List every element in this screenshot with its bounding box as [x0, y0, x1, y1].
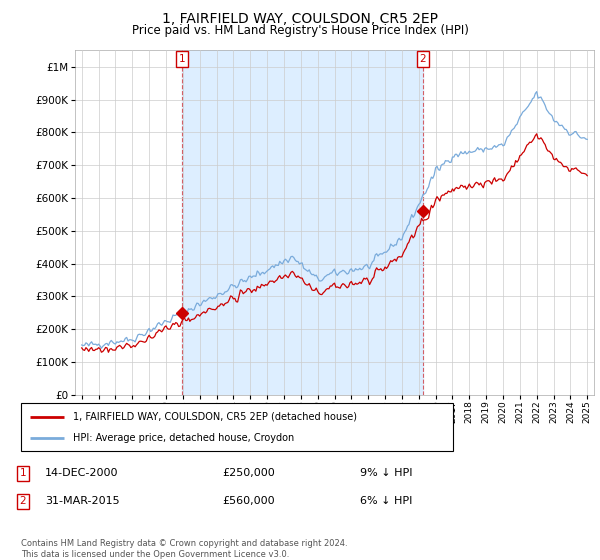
- Text: £250,000: £250,000: [222, 468, 275, 478]
- Text: 9% ↓ HPI: 9% ↓ HPI: [360, 468, 413, 478]
- Text: 1, FAIRFIELD WAY, COULSDON, CR5 2EP: 1, FAIRFIELD WAY, COULSDON, CR5 2EP: [162, 12, 438, 26]
- Text: 1: 1: [19, 468, 26, 478]
- Text: 14-DEC-2000: 14-DEC-2000: [45, 468, 119, 478]
- Text: 6% ↓ HPI: 6% ↓ HPI: [360, 496, 412, 506]
- Text: 2: 2: [19, 496, 26, 506]
- Text: 2: 2: [419, 54, 426, 64]
- Text: Price paid vs. HM Land Registry's House Price Index (HPI): Price paid vs. HM Land Registry's House …: [131, 24, 469, 36]
- Text: £560,000: £560,000: [222, 496, 275, 506]
- Text: Contains HM Land Registry data © Crown copyright and database right 2024.
This d: Contains HM Land Registry data © Crown c…: [21, 539, 347, 559]
- Bar: [182, 50, 423, 395]
- Text: 1, FAIRFIELD WAY, COULSDON, CR5 2EP (detached house): 1, FAIRFIELD WAY, COULSDON, CR5 2EP (det…: [73, 412, 357, 422]
- Text: 1: 1: [179, 54, 185, 64]
- Text: HPI: Average price, detached house, Croydon: HPI: Average price, detached house, Croy…: [73, 433, 294, 444]
- Text: 31-MAR-2015: 31-MAR-2015: [45, 496, 119, 506]
